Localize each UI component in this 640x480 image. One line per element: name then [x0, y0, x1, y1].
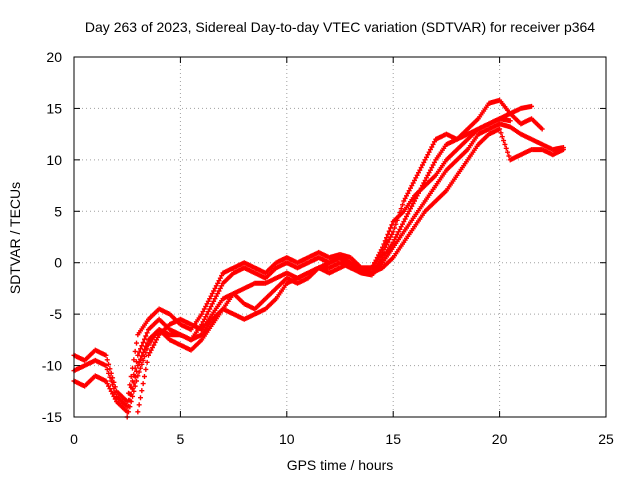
series-fill-markers — [136, 116, 512, 408]
data-point — [422, 177, 428, 183]
data-point — [401, 198, 407, 204]
x-tick-label: 0 — [70, 431, 78, 447]
data-point — [135, 373, 141, 379]
y-tick-label: -15 — [42, 409, 62, 425]
y-tick-label: -10 — [42, 358, 62, 374]
x-tick-label: 5 — [177, 431, 185, 447]
x-axis-title: GPS time / hours — [287, 457, 394, 473]
data-point — [209, 291, 215, 297]
data-point — [135, 363, 141, 369]
y-axis-title: SDTVAR / TECUs — [7, 182, 23, 294]
axis-ticks: 0 5 10 15 20 25 -15 -10 -5 0 5 10 15 20 — [42, 49, 614, 447]
y-tick-label: 10 — [46, 152, 62, 168]
x-tick-label: 25 — [598, 431, 614, 447]
x-tick-label: 10 — [279, 431, 295, 447]
series-arc-5 — [135, 116, 513, 415]
data-point — [380, 244, 386, 250]
plot-frame — [73, 56, 607, 418]
y-tick-label: 15 — [46, 100, 62, 116]
y-tick-label: 0 — [54, 255, 62, 271]
series-fill-markers — [126, 127, 565, 415]
series-arc-4 — [124, 126, 566, 420]
x-tick-label: 20 — [492, 431, 508, 447]
data-point — [209, 301, 215, 307]
y-tick-label: 5 — [54, 203, 62, 219]
y-tick-label: 20 — [46, 49, 62, 65]
y-tick-label: -5 — [50, 306, 63, 322]
data-point — [422, 157, 428, 163]
data-point — [135, 409, 141, 415]
data-point — [145, 352, 151, 358]
x-tick-label: 15 — [385, 431, 401, 447]
data-point — [411, 177, 417, 183]
chart-title: Day 263 of 2023, Sidereal Day-to-day VTE… — [85, 19, 595, 35]
data-point — [401, 219, 407, 225]
data-series — [71, 97, 566, 420]
